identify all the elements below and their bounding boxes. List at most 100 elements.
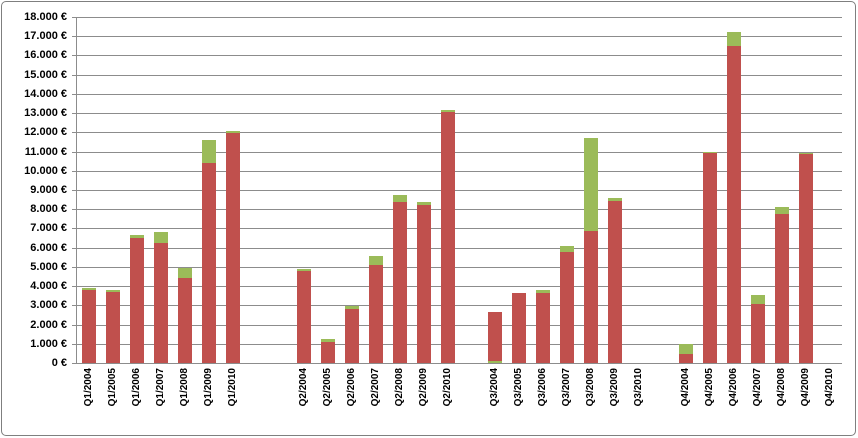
x-axis-label: Q3/2006: [537, 368, 548, 407]
bar-segment-green: [751, 294, 765, 305]
gridline: [76, 209, 842, 210]
bar-segment-green: [608, 197, 622, 201]
x-axis-label: Q2/2008: [394, 368, 405, 407]
y-axis-tick: [72, 286, 76, 287]
y-axis-tick: [72, 94, 76, 95]
bar-segment-red: [608, 200, 622, 363]
bar-segment-green: [297, 268, 311, 271]
bar-segment-red: [297, 270, 311, 363]
y-axis-tick: [72, 305, 76, 306]
x-axis-label: Q2/2006: [346, 368, 357, 407]
y-axis-tick-label: 17.000 €: [24, 30, 67, 42]
gridline: [76, 113, 842, 114]
x-axis-label: Q1/2010: [227, 368, 238, 407]
y-axis-tick-label: 7.000 €: [30, 222, 67, 234]
bar: [488, 312, 502, 363]
gridline: [76, 152, 842, 153]
bar-segment-red: [536, 292, 550, 363]
y-axis-tick-label: 18.000 €: [24, 11, 67, 23]
x-axis-label: Q4/2006: [728, 368, 739, 407]
bar: [608, 197, 622, 363]
bar: [775, 207, 789, 363]
y-axis-tick: [72, 325, 76, 326]
bar-segment-green: [799, 152, 813, 155]
x-axis-label: Q3/2007: [561, 368, 572, 407]
bar-segment-green: [345, 306, 359, 310]
bar-segment-green: [584, 138, 598, 232]
bar-segment-green: [727, 32, 741, 46]
bar-segment-green: [226, 131, 240, 134]
bar-segment-green: [130, 235, 144, 239]
x-axis-label: Q4/2007: [752, 368, 763, 407]
bar: [751, 294, 765, 363]
y-axis-tick: [72, 152, 76, 153]
bar-segment-green: [679, 343, 693, 355]
gridline: [76, 248, 842, 249]
bar-segment-red: [82, 289, 96, 363]
y-axis-tick: [72, 171, 76, 172]
x-axis-label: Q1/2009: [203, 368, 214, 407]
gridline: [76, 228, 842, 229]
gridline: [76, 94, 842, 95]
bar-segment-green: [775, 207, 789, 215]
y-axis-tick-label: 5.000 €: [30, 261, 67, 273]
y-axis-tick-label: 9.000 €: [30, 184, 67, 196]
bar: [202, 140, 216, 363]
bar-segment-red: [393, 201, 407, 363]
x-axis-label: Q1/2004: [83, 368, 94, 407]
bar-segment-red: [799, 154, 813, 363]
bar: [727, 32, 741, 363]
bar-segment-green: [321, 338, 335, 342]
x-axis-label: Q3/2008: [585, 368, 596, 407]
y-axis-tick-label: 16.000 €: [24, 49, 67, 61]
bar-segment-red: [369, 264, 383, 363]
gridline: [76, 344, 842, 345]
x-axis-label: Q3/2004: [489, 368, 500, 407]
x-axis-label: Q2/2010: [442, 368, 453, 407]
bar-segment-red: [345, 309, 359, 363]
bar: [369, 256, 383, 363]
x-axis-label: Q2/2009: [418, 368, 429, 407]
gridline: [76, 36, 842, 37]
bar-segment-red: [417, 205, 431, 363]
bar-segment-red: [560, 251, 574, 363]
gridline: [76, 325, 842, 326]
y-axis-line: [76, 17, 77, 363]
bar-segment-green: [82, 288, 96, 290]
bar-segment-red: [727, 45, 741, 363]
x-axis-label: Q1/2007: [155, 368, 166, 407]
bar: [536, 289, 550, 363]
bar-segment-red: [130, 238, 144, 363]
bar: [178, 267, 192, 363]
bar-segment-green: [488, 361, 502, 363]
gridline: [76, 17, 842, 18]
bar: [703, 151, 717, 363]
bar: [226, 131, 240, 363]
bar-segment-green: [417, 201, 431, 206]
y-axis-tick: [72, 190, 76, 191]
x-axis-label: Q1/2006: [131, 368, 142, 407]
y-axis-tick-label: 3.000 €: [30, 299, 67, 311]
y-axis-tick: [72, 75, 76, 76]
x-axis-label: Q4/2010: [824, 368, 835, 407]
x-axis-label: Q3/2010: [633, 368, 644, 407]
x-axis-label: Q1/2008: [179, 368, 190, 407]
y-axis-tick-label: 8.000 €: [30, 203, 67, 215]
bar: [154, 232, 168, 363]
y-axis-tick-label: 6.000 €: [30, 242, 67, 254]
bar-segment-red: [751, 304, 765, 363]
bar-segment-green: [202, 140, 216, 164]
y-axis-tick-label: 12.000 €: [24, 126, 67, 138]
bar-segment-red: [178, 278, 192, 363]
y-axis-tick-label: 15.000 €: [24, 69, 67, 81]
y-axis-tick: [72, 267, 76, 268]
bar: [441, 110, 455, 363]
x-axis-label: Q4/2005: [704, 368, 715, 407]
x-axis-label: Q4/2004: [680, 368, 691, 407]
bar: [560, 245, 574, 363]
gridline: [76, 267, 842, 268]
bar-segment-green: [106, 289, 120, 292]
bar-segment-green: [703, 151, 717, 154]
bar-segment-red: [679, 354, 693, 363]
